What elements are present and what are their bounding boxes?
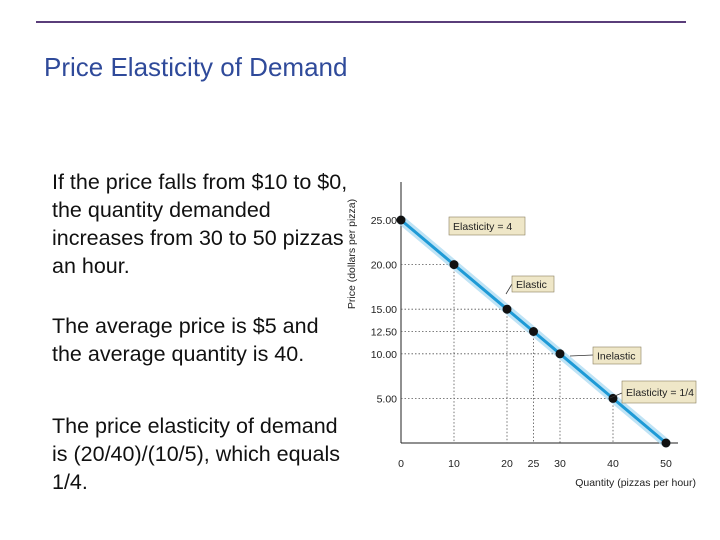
y-tick-label: 25.00 xyxy=(371,215,397,227)
title-rule xyxy=(36,21,686,23)
callout-leader xyxy=(569,354,594,357)
paragraph-elasticity-result: The price elasticity of demand is (20/40… xyxy=(52,414,341,494)
data-point xyxy=(396,215,406,225)
callout-box xyxy=(621,380,697,404)
x-tick-label: 50 xyxy=(660,458,672,470)
data-point xyxy=(529,327,538,336)
y-tick-label: 12.50 xyxy=(371,327,397,339)
y-tick-label: 20.00 xyxy=(371,260,397,272)
callout-label: Elasticity = 1/4 xyxy=(626,387,694,399)
callout-box xyxy=(448,216,526,236)
callout-box xyxy=(592,346,642,365)
x-tick-label: 25 xyxy=(528,458,540,470)
x-tick-label: 20 xyxy=(501,458,513,470)
y-tick-label: 5.00 xyxy=(377,393,398,405)
paragraph-average-values: The average price is $5 and the average … xyxy=(52,314,319,366)
callout-leader xyxy=(505,283,513,295)
callout-box xyxy=(511,275,555,293)
callout-leader xyxy=(609,392,623,399)
x-tick-label: 40 xyxy=(607,458,619,470)
x-axis-label: Quantity (pizzas per hour) xyxy=(575,477,696,489)
y-tick-label: 10.00 xyxy=(371,349,397,361)
x-tick-label: 30 xyxy=(554,458,566,470)
slide-title: Price Elasticity of Demand xyxy=(44,52,348,82)
paragraph-price-fall: If the price falls from $10 to $0, the q… xyxy=(52,170,348,278)
x-tick-label: 0 xyxy=(398,458,404,470)
callout-label: Elasticity = 4 xyxy=(453,221,512,233)
demand-chart: 5.00 10.00 12.50 15.00 20.00 25.00 0 10 20 25 30 40… xyxy=(346,182,697,489)
data-point xyxy=(449,260,459,270)
data-point xyxy=(661,438,671,448)
data-point xyxy=(502,304,512,314)
callout-label: Elastic xyxy=(516,279,547,291)
x-tick-label: 10 xyxy=(448,458,460,470)
data-point xyxy=(555,349,565,359)
callout-label: Inelastic xyxy=(597,351,636,363)
y-axis-label: Price (dollars per pizza) xyxy=(346,199,358,309)
y-tick-label: 15.00 xyxy=(371,304,397,316)
